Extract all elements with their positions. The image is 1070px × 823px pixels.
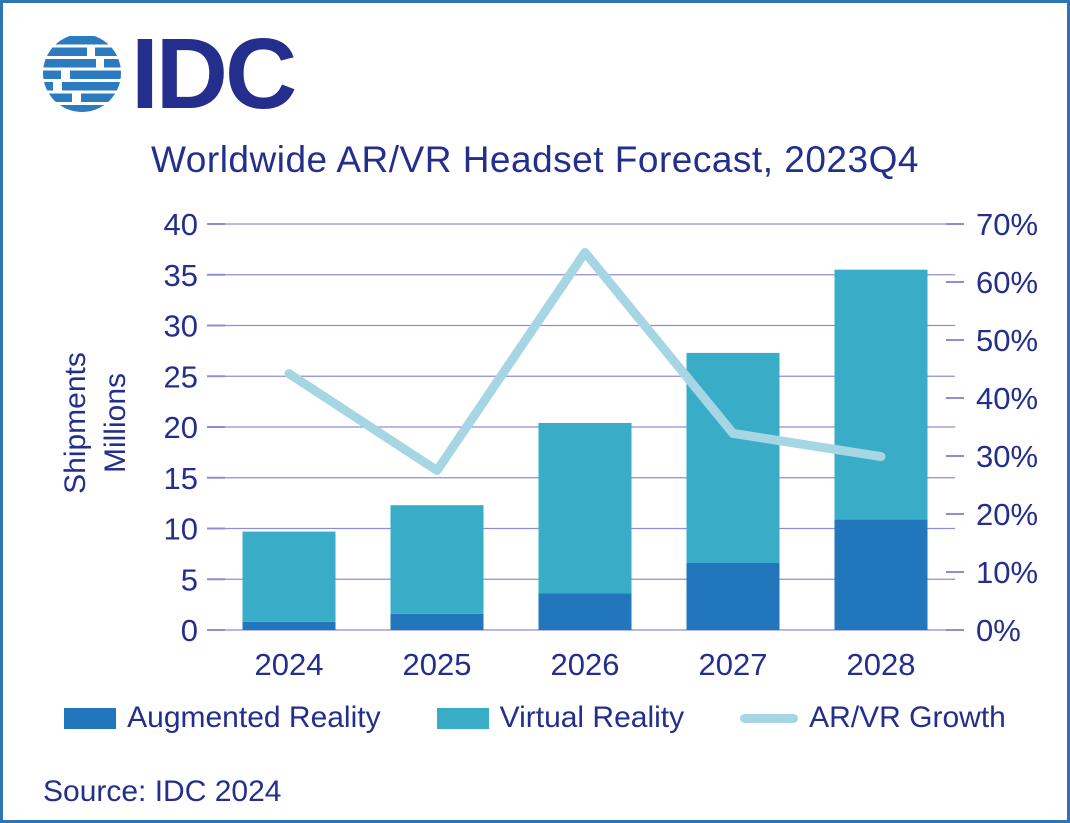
left-axis-tick-label: 35 [164, 258, 198, 293]
chart-title: Worldwide AR/VR Headset Forecast, 2023Q4 [151, 139, 919, 180]
bar-segment-virtual-reality [390, 505, 484, 614]
x-axis-label: 2024 [255, 647, 324, 682]
chart-plot-area: 05101520253035400%10%20%30%40%50%60%70%2… [164, 207, 1039, 682]
idc-logo: IDC [43, 31, 298, 116]
right-axis-tick-label: 10% [976, 555, 1038, 590]
x-axis-label: 2026 [551, 647, 620, 682]
left-axis-tick-label: 0 [181, 613, 198, 648]
bar-segment-virtual-reality [686, 352, 780, 564]
left-axis-tick-label: 5 [181, 562, 198, 597]
bar-segment-virtual-reality [538, 422, 632, 594]
bar-segment-virtual-reality [242, 531, 336, 622]
left-axis-tick-label: 20 [164, 410, 198, 445]
legend-color-swatch [436, 707, 489, 729]
bar-segment-augmented-reality [686, 563, 780, 630]
right-axis-tick-label: 30% [976, 439, 1038, 474]
bar-segment-augmented-reality [538, 593, 632, 630]
left-axis-tick-label: 25 [164, 359, 198, 394]
idc-logo-text: IDC [131, 31, 295, 116]
left-axis-tick-label: 15 [164, 461, 198, 496]
legend-label: AR/VR Growth [809, 701, 1006, 734]
legend-item-ar-vr-growth: AR/VR Growth [740, 701, 1006, 735]
legend-label: Virtual Reality [499, 701, 685, 734]
legend-item-augmented-reality: Augmented Reality [64, 701, 381, 735]
right-axis-tick-label: 60% [976, 265, 1038, 300]
right-axis-tick-label: 0% [976, 613, 1021, 648]
idc-globe-icon [43, 36, 121, 112]
right-axis-tick-label: 40% [976, 381, 1038, 416]
legend-color-swatch [64, 707, 117, 729]
bar-segment-augmented-reality [390, 613, 484, 630]
right-axis-tick-label: 70% [976, 207, 1038, 242]
bar-segment-augmented-reality [242, 621, 336, 630]
right-axis-tick-label: 50% [976, 323, 1038, 358]
x-axis-label: 2027 [699, 647, 768, 682]
source-note: Source: IDC 2024 [43, 775, 282, 808]
legend-line-swatch [740, 713, 799, 723]
legend-label: Augmented Reality [127, 701, 381, 734]
left-axis-tick-label: 10 [164, 512, 198, 547]
x-axis-label: 2025 [403, 647, 472, 682]
x-axis-label: 2028 [847, 647, 916, 682]
left-axis-tick-label: 40 [164, 207, 198, 242]
bar-segment-augmented-reality [834, 519, 928, 630]
bar-segment-virtual-reality [834, 269, 928, 520]
growth-line [284, 247, 886, 475]
chart-legend: Augmented Reality Virtual Reality AR/VR Gr… [3, 698, 1067, 738]
left-axis-tick-label: 30 [164, 309, 198, 344]
right-axis-tick-label: 20% [976, 497, 1038, 532]
legend-item-virtual-reality: Virtual Reality [436, 701, 685, 735]
